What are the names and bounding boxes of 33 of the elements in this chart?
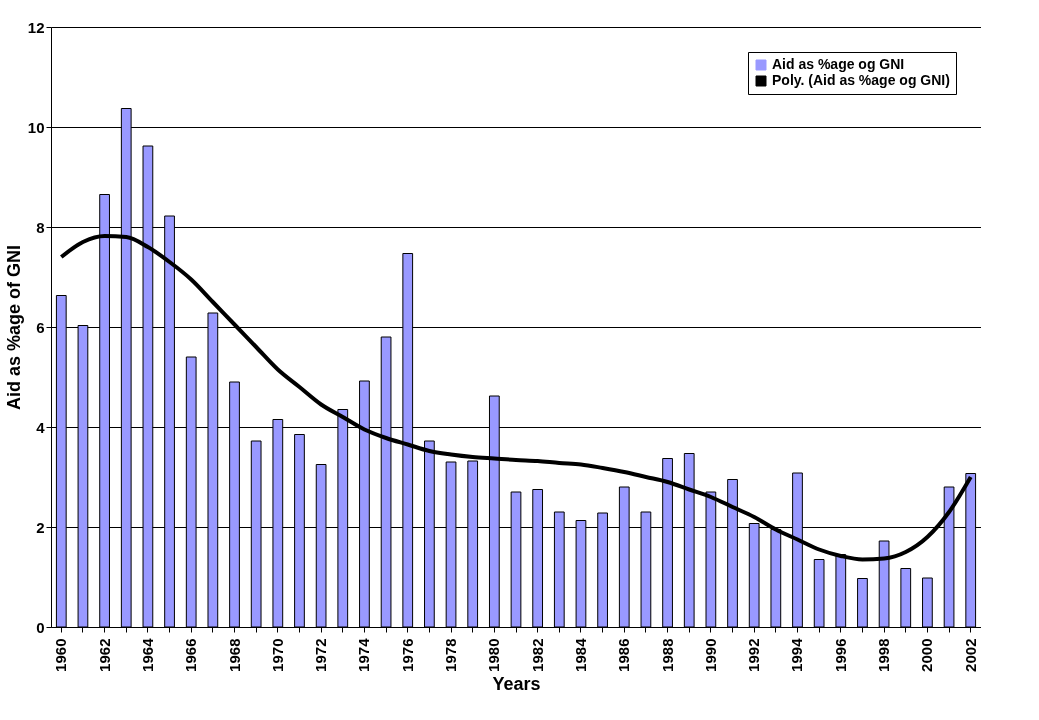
x-tick-label: 1996 <box>831 638 849 672</box>
x-tick-label: 1992 <box>745 638 763 672</box>
x-tick-label: 1986 <box>615 638 633 672</box>
y-tick-label: 6 <box>36 318 45 336</box>
y-tick-label: 12 <box>27 18 45 36</box>
x-tick-label: 1990 <box>701 638 719 672</box>
x-tick-label: 1998 <box>875 638 893 672</box>
x-tick-label: 1976 <box>398 638 416 672</box>
x-tick-label: 1982 <box>528 638 546 672</box>
x-tick-label: 1962 <box>95 638 113 672</box>
y-axis-title: Aid as %age of GNI <box>3 244 24 411</box>
y-tick-label: 2 <box>36 518 45 536</box>
x-tick-label: 1974 <box>355 637 373 672</box>
x-tick-label: 1968 <box>225 638 243 672</box>
x-tick-label: 1994 <box>788 637 806 672</box>
x-tick-label: 1966 <box>182 638 200 672</box>
y-tick-label: 0 <box>36 618 45 636</box>
x-tick-label: 1984 <box>571 637 589 672</box>
legend-label: Aid as %age og GNI <box>772 56 905 72</box>
x-tick-label: 1988 <box>658 638 676 672</box>
x-tick-label: 1964 <box>138 637 156 672</box>
y-tick-label: 10 <box>27 118 45 136</box>
x-tick-label: 2000 <box>918 638 936 672</box>
x-axis-title: Years <box>492 673 541 694</box>
y-tick-label: 8 <box>36 218 45 236</box>
x-tick-label: 1980 <box>485 638 503 672</box>
x-tick-label: 1972 <box>312 638 330 672</box>
x-tick-label: 2002 <box>961 638 979 672</box>
x-tick-label: 1970 <box>268 638 286 672</box>
x-tick-label: 1960 <box>52 638 70 672</box>
x-tick-label: 1978 <box>442 638 460 672</box>
legend-label: Poly. (Aid as %age og GNI) <box>772 72 950 88</box>
y-tick-label: 4 <box>36 418 46 436</box>
